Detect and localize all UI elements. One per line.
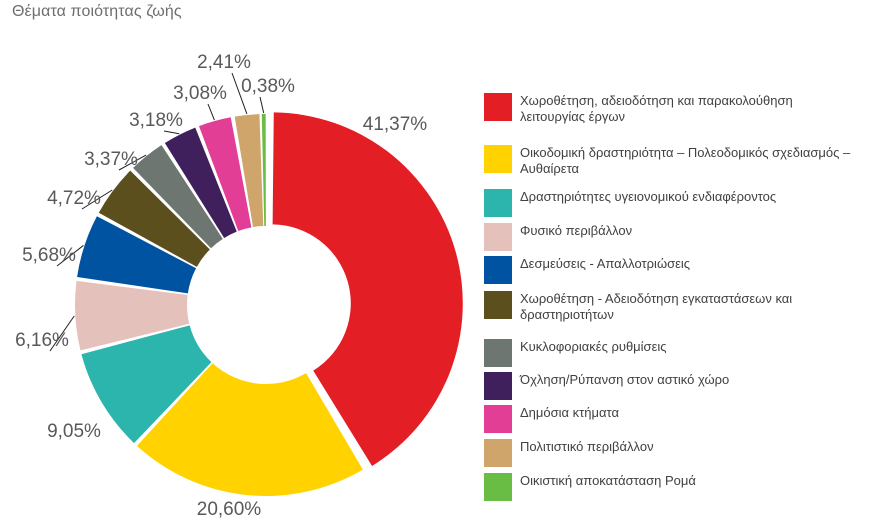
slice-value-label: 5,68% [22,245,76,266]
legend-item: Χωροθέτηση - Αδειοδότηση εγκαταστάσεων κ… [484,291,860,323]
donut-slice [133,145,223,249]
legend-item: Δημόσια κτήματα [484,405,860,433]
chart-title: Θέματα ποιότητας ζωής [12,3,182,20]
slice-value-label: 9,05% [47,421,101,442]
label-leader-line [163,130,180,135]
legend-item: Δραστηριότητες υγειονομικού ενδιαφέροντο… [484,189,860,217]
legend-swatch [484,256,512,284]
donut-slice [75,280,190,351]
donut-slice [77,216,197,294]
legend-swatch [484,145,512,173]
slice-value-label: 41,37% [363,114,428,135]
legend-item: Οικοδομική δραστηριότητα – Πολεοδομικός … [484,145,860,177]
legend-item: Δεσμεύσεις - Απαλλοτριώσεις [484,256,860,284]
donut-slice [98,170,210,267]
legend-swatch [484,223,512,251]
legend-label: Οικιστική αποκατάσταση Ρομά [520,473,696,488]
legend-swatch [484,189,512,217]
legend-label: Όχληση/Ρύπανση στον αστικό χώρο [520,372,730,387]
label-leader-line [259,96,265,114]
legend-label: Χωροθέτηση, αδειοδότηση και παρακολούθησ… [520,93,793,124]
donut-slice [164,127,237,238]
donut-slice [199,117,252,232]
donut-slice [81,325,212,444]
slice-value-label: 3,08% [173,83,227,104]
legend-label: Πολιτιστικό περιβάλλον [520,439,654,454]
donut-slice [272,112,463,466]
donut-slice [136,363,363,496]
legend-label: Οικοδομική δραστηριότητα – Πολεοδομικός … [520,145,851,176]
legend-swatch [484,339,512,367]
legend-label: Δημόσια κτήματα [520,405,620,420]
legend-label: Χωροθέτηση - Αδειοδότηση εγκαταστάσεων κ… [520,291,793,322]
slice-value-label: 20,60% [197,499,262,520]
label-leader-line [207,103,215,121]
legend-item: Όχληση/Ρύπανση στον αστικό χώρο [484,372,860,400]
legend-swatch [484,473,512,501]
legend-swatch [484,291,512,319]
legend-label: Φυσικό περιβάλλον [520,223,633,238]
legend-swatch [484,439,512,467]
legend-label: Δραστηριότητες υγειονομικού ενδιαφέροντο… [520,189,777,204]
slice-value-label: 4,72% [47,188,101,209]
label-leader-line [49,315,75,352]
slice-value-label: 2,41% [197,52,251,73]
legend-swatch [484,372,512,400]
legend-item: Οικιστική αποκατάσταση Ρομά [484,473,860,501]
label-leader-line [231,72,248,115]
legend-swatch [484,405,512,433]
legend-item: Χωροθέτηση, αδειοδότηση και παρακολούθησ… [484,93,860,125]
legend-swatch [484,93,512,121]
legend-label: Κυκλοφοριακές ρυθμίσεις [520,339,667,354]
slice-value-label: 6,16% [15,330,69,351]
legend-item: Πολιτιστικό περιβάλλον [484,439,860,467]
slice-value-label: 0,38% [241,76,295,97]
legend-label: Δεσμεύσεις - Απαλλοτριώσεις [520,256,691,271]
label-leader-line [81,189,113,210]
slice-value-label: 3,18% [129,110,183,131]
label-leader-line [118,154,147,171]
donut-slice [234,114,264,228]
slice-value-label: 3,37% [84,149,138,170]
label-leader-line [56,245,84,267]
legend-item: Κυκλοφοριακές ρυθμίσεις [484,339,860,367]
donut-slice [261,114,266,227]
legend-item: Φυσικό περιβάλλον [484,223,860,251]
